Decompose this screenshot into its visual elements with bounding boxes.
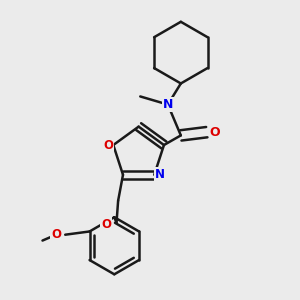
Text: O: O <box>51 228 61 241</box>
Text: N: N <box>163 98 173 111</box>
Text: N: N <box>155 168 165 181</box>
Text: O: O <box>210 126 220 139</box>
Text: O: O <box>103 139 113 152</box>
Text: O: O <box>101 218 111 231</box>
